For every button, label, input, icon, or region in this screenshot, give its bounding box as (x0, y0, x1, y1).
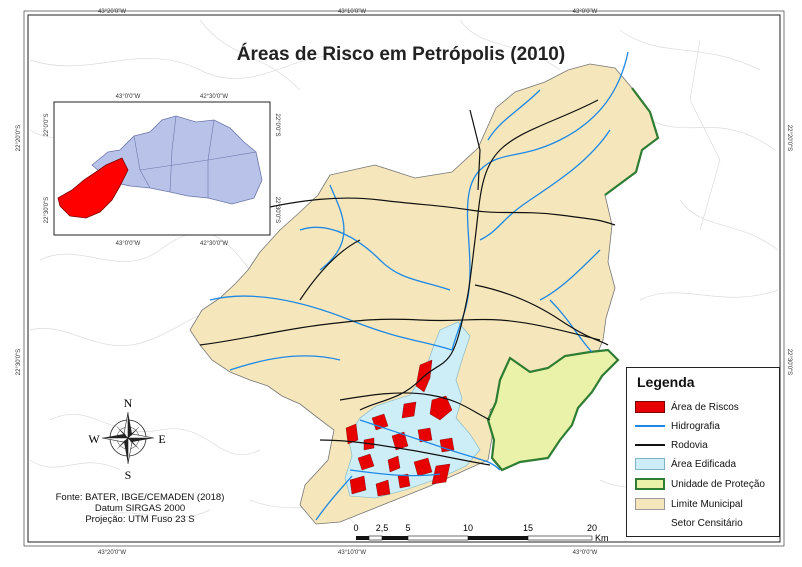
scale-tick-1: 2,5 (376, 523, 389, 533)
scale-bar: 0 2,5 5 10 15 20 Km (353, 523, 608, 543)
graticule-labels: 43°20'0"W 43°10'0"W 43°0'0"W 43°20'0"W 4… (16, 9, 792, 556)
inset-left-1: 22°30'0"S (44, 197, 50, 223)
legend-item-protection: Unidade de Proteção (635, 476, 765, 492)
census-swatch (635, 517, 665, 529)
graticule-top-1: 43°10'0"W (338, 9, 366, 15)
graticule-bottom-0: 43°20'0"W (98, 550, 126, 556)
road-lines (199, 99, 616, 466)
outer-frame (23, 10, 785, 547)
inset-top-1: 42°30'0"W (200, 94, 228, 100)
scale-tick-5: 20 (587, 523, 597, 533)
graticule-right-1: 22°30'0"S (786, 349, 792, 375)
risk-swatch (635, 401, 665, 413)
inset-right-0: 22°0'0"S (274, 113, 280, 136)
legend-label-census: Setor Censitário (671, 517, 743, 529)
inset-bottom-0: 43°0'0"W (116, 241, 141, 247)
legend-label-hydro: Hidrografia (671, 420, 720, 432)
compass-n: N (124, 396, 133, 410)
graticule-left-0: 22°20'0"S (16, 125, 22, 151)
legend-label-built: Área Edificada (671, 458, 737, 470)
inset-borders (133, 115, 257, 198)
credits-datum: Datum SIRGAS 2000 (94, 503, 186, 514)
compass-e: E (158, 432, 165, 446)
inset-top-0: 43°0'0"W (116, 94, 141, 100)
legend-title: Legenda (637, 374, 695, 390)
protection-border-east (604, 87, 660, 196)
graticule-top-0: 43°20'0"W (98, 9, 126, 15)
graticule-bottom-2: 43°0'0"W (573, 550, 598, 556)
credits-source: Fonte: BATER, IBGE/CEMADEN (2018) (55, 492, 225, 503)
scale-tick-4: 15 (523, 523, 533, 533)
legend-item-road: Rodovia (635, 437, 708, 453)
protection-unit-area (486, 348, 620, 472)
legend-label-risk: Área de Riscos (671, 401, 739, 413)
legend-label-municipal: Limite Municipal (671, 498, 743, 510)
map-title: Áreas de Risco em Petrópolis (2010) (236, 44, 566, 65)
inset-highlight (57, 157, 129, 219)
inset-bottom-1: 42°30'0"W (200, 241, 228, 247)
inset-right-1: 22°30'0"S (274, 197, 280, 223)
road-line-symbol (635, 444, 665, 446)
graticule-right-0: 22°20'0"S (786, 125, 792, 151)
scale-tick-3: 10 (463, 523, 473, 533)
scale-unit: Km (595, 533, 609, 543)
map-credits: Fonte: BATER, IBGE/CEMADEN (2018) Datum … (40, 492, 240, 525)
protection-swatch (635, 478, 665, 490)
graticule-bottom-1: 43°10'0"W (338, 550, 366, 556)
municipality-area (189, 63, 659, 525)
compass-s: S (125, 468, 132, 482)
compass-w: W (88, 432, 100, 446)
water-line-symbol (635, 425, 665, 427)
inset-left-0: 22°0'0"S (44, 113, 50, 136)
credits-projection: Projeção: UTM Fuso 23 S (85, 514, 195, 525)
legend-label-protection: Unidade de Proteção (671, 478, 765, 490)
legend-item-municipal: Limite Municipal (635, 496, 743, 512)
municipal-swatch (635, 498, 665, 510)
inset-map (53, 101, 271, 236)
built-swatch (635, 458, 665, 470)
inset-graticule-labels: 43°0'0"W 42°30'0"W 43°0'0"W 42°30'0"W 22… (44, 94, 280, 247)
graticule-left-1: 22°30'0"S (16, 349, 22, 375)
legend-item-census: Setor Censitário (635, 515, 743, 531)
legend-item-built: Área Edificada (635, 456, 736, 472)
compass-rose: N S E W (88, 396, 165, 482)
legend-label-road: Rodovia (671, 439, 708, 451)
legend-item-hydro: Hidrografia (635, 418, 720, 434)
graticule-top-2: 43°0'0"W (573, 9, 598, 15)
legend-item-risk: Área de Riscos (635, 399, 739, 415)
legend: Legenda Área de Riscos Hidrografia Rodov… (626, 367, 780, 537)
scale-tick-2: 5 (405, 523, 410, 533)
scale-tick-0: 0 (353, 523, 358, 533)
